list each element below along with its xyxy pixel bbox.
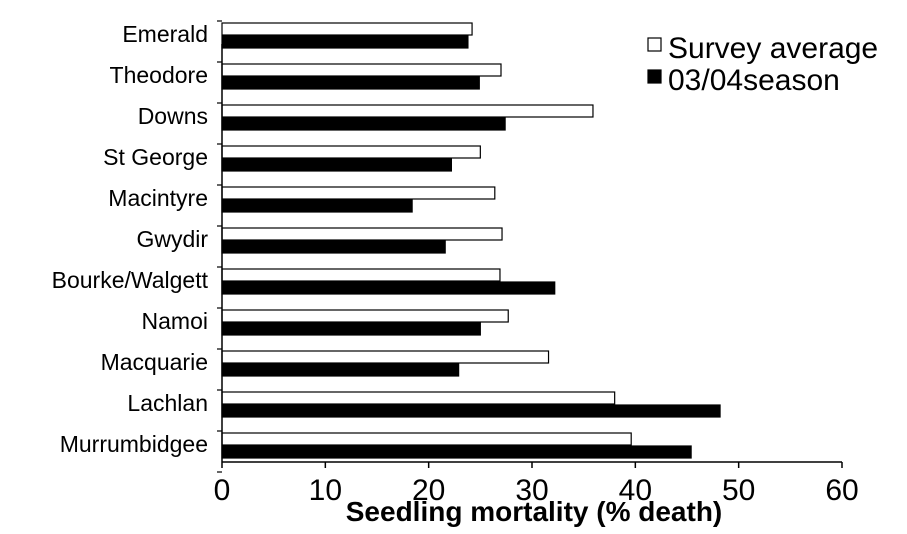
x-tick-label: 60 bbox=[825, 474, 858, 507]
bar-season-theodore bbox=[221, 76, 480, 90]
axis-layer: 0 10 20 30 40 50 60 bbox=[214, 20, 859, 507]
bar-survey-average-theodore bbox=[221, 63, 502, 77]
bar-survey-average-murrumbidgee bbox=[221, 432, 632, 446]
category-label: Theodore bbox=[110, 62, 208, 88]
x-tick-label: 50 bbox=[722, 474, 755, 507]
legend-swatch-survey-average bbox=[647, 37, 662, 52]
x-axis-title: Seedling mortality (% death) bbox=[346, 496, 723, 527]
bar-season-macquarie bbox=[221, 363, 460, 377]
category-label: Namoi bbox=[142, 308, 208, 334]
category-label: St George bbox=[103, 144, 208, 170]
bars-layer bbox=[221, 22, 721, 459]
category-label: Emerald bbox=[122, 21, 208, 47]
x-tick-label: 40 bbox=[619, 474, 652, 507]
category-label: Macintyre bbox=[108, 185, 208, 211]
x-tick-label: 10 bbox=[309, 474, 342, 507]
bar-survey-average-gwydir bbox=[221, 227, 503, 241]
bar-survey-average-macintyre bbox=[221, 186, 496, 200]
bar-season-emerald bbox=[221, 35, 469, 49]
legend-label: 03/04season bbox=[668, 64, 840, 97]
labels-layer: Emerald Theodore Downs St George Macintyre Gw… bbox=[52, 21, 209, 457]
bar-survey-average-bourke-walgett bbox=[221, 268, 501, 282]
legend-label: Survey average bbox=[668, 32, 878, 65]
bar-season-murrumbidgee bbox=[221, 445, 692, 459]
bar-season-namoi bbox=[221, 322, 481, 336]
bar-survey-average-namoi bbox=[221, 309, 509, 323]
bar-survey-average-emerald bbox=[221, 22, 473, 36]
bar-season-bourke-walgett bbox=[221, 281, 556, 295]
category-label: Lachlan bbox=[127, 390, 208, 416]
category-label: Gwydir bbox=[136, 226, 208, 252]
bar-survey-average-st-george bbox=[221, 145, 481, 159]
bar-survey-average-downs bbox=[221, 104, 594, 118]
bar-survey-average-macquarie bbox=[221, 350, 550, 364]
x-tick-label: 30 bbox=[515, 474, 548, 507]
x-tick-label: 0 bbox=[214, 474, 231, 507]
bar-season-downs bbox=[221, 117, 506, 131]
bar-survey-average-lachlan bbox=[221, 391, 616, 405]
bar-season-gwydir bbox=[221, 240, 446, 254]
bar-season-macintyre bbox=[221, 199, 413, 213]
legend-swatch-season bbox=[647, 69, 662, 84]
category-label: Macquarie bbox=[101, 349, 208, 375]
x-tick-label: 20 bbox=[412, 474, 445, 507]
category-label: Downs bbox=[138, 103, 208, 129]
category-label: Bourke/Walgett bbox=[52, 267, 209, 293]
bar-season-lachlan bbox=[221, 404, 721, 418]
bar-season-st-george bbox=[221, 158, 452, 172]
category-label: Murrumbidgee bbox=[60, 431, 208, 457]
